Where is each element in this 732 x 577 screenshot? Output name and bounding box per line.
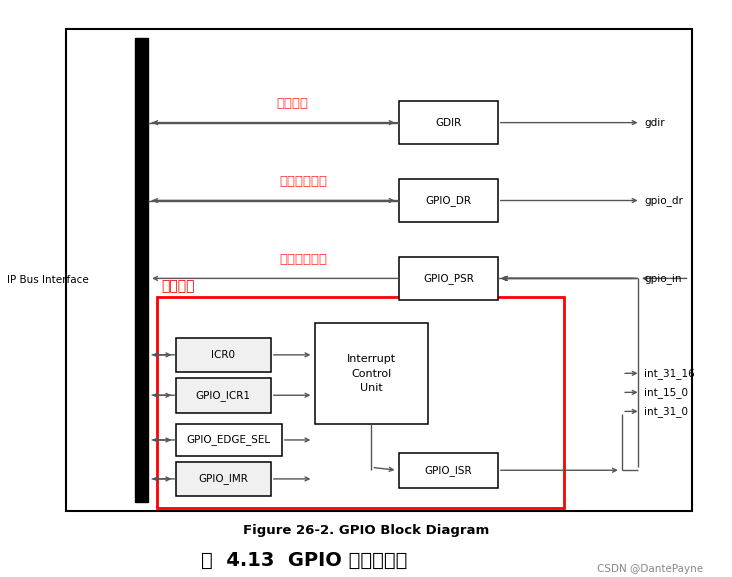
- Text: int_31_0: int_31_0: [644, 406, 688, 417]
- FancyBboxPatch shape: [176, 424, 282, 456]
- Text: GPIO_DR: GPIO_DR: [425, 195, 471, 206]
- Text: IP Bus Interface: IP Bus Interface: [7, 275, 89, 285]
- Text: 中断相关: 中断相关: [161, 279, 195, 293]
- Text: GDIR: GDIR: [436, 118, 461, 128]
- FancyBboxPatch shape: [176, 462, 271, 496]
- FancyBboxPatch shape: [135, 38, 148, 502]
- Text: CSDN @DantePayne: CSDN @DantePayne: [597, 564, 703, 574]
- FancyBboxPatch shape: [399, 257, 498, 300]
- Text: GPIO_ICR1: GPIO_ICR1: [195, 390, 251, 400]
- Text: GPIO_IMR: GPIO_IMR: [198, 474, 248, 484]
- Text: ICR0: ICR0: [212, 350, 235, 360]
- FancyBboxPatch shape: [176, 378, 271, 413]
- FancyBboxPatch shape: [399, 453, 498, 488]
- Text: gpio_in: gpio_in: [644, 273, 681, 283]
- FancyBboxPatch shape: [399, 179, 498, 222]
- Text: int_31_16: int_31_16: [644, 368, 695, 379]
- Text: 图  4.13  GPIO 内部模块图: 图 4.13 GPIO 内部模块图: [201, 552, 407, 570]
- Text: 读取输入电平: 读取输入电平: [280, 253, 328, 266]
- Text: GPIO_EDGE_SEL: GPIO_EDGE_SEL: [187, 434, 271, 445]
- FancyBboxPatch shape: [157, 297, 564, 508]
- FancyBboxPatch shape: [66, 29, 692, 511]
- Text: Interrupt
Control
Unit: Interrupt Control Unit: [347, 354, 396, 394]
- Text: gpio_dr: gpio_dr: [644, 196, 683, 206]
- FancyBboxPatch shape: [176, 338, 271, 372]
- Text: gdir: gdir: [644, 118, 665, 128]
- Text: GPIO_PSR: GPIO_PSR: [423, 273, 474, 284]
- Text: 设置输出电平: 设置输出电平: [280, 175, 328, 188]
- Text: 设置方向: 设置方向: [277, 98, 309, 110]
- Text: Figure 26-2. GPIO Block Diagram: Figure 26-2. GPIO Block Diagram: [243, 524, 489, 537]
- FancyBboxPatch shape: [399, 101, 498, 144]
- Text: GPIO_ISR: GPIO_ISR: [425, 465, 472, 475]
- Text: int_15_0: int_15_0: [644, 387, 688, 398]
- FancyBboxPatch shape: [315, 323, 428, 424]
